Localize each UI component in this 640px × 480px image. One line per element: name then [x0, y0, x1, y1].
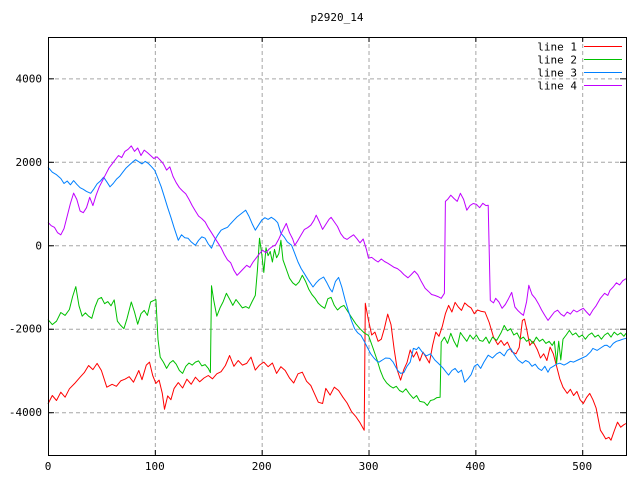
y-tick-label: 4000 — [16, 72, 43, 85]
y-tick-label: 2000 — [16, 156, 43, 169]
legend-label: line 4 — [537, 80, 577, 93]
chart-title: p2920_14 — [310, 11, 364, 24]
y-tick-label: 0 — [35, 239, 42, 252]
x-tick-label: 200 — [252, 460, 272, 473]
plot-border — [48, 37, 627, 456]
x-tick-label: 100 — [145, 460, 165, 473]
series-2-path — [47, 237, 627, 406]
series-1-path — [47, 301, 627, 441]
legend-label: line 3 — [537, 67, 577, 80]
x-tick-label: 300 — [359, 460, 379, 473]
legend-label: line 1 — [537, 41, 577, 54]
legend-label: line 2 — [537, 54, 577, 67]
x-tick-label: 400 — [465, 460, 485, 473]
series-3-path — [47, 159, 627, 383]
y-tick-label: -4000 — [9, 406, 42, 419]
x-tick-label: 500 — [572, 460, 592, 473]
y-tick-label: -2000 — [9, 323, 42, 336]
x-tick-label: 0 — [45, 460, 52, 473]
series-4-path — [47, 145, 627, 321]
